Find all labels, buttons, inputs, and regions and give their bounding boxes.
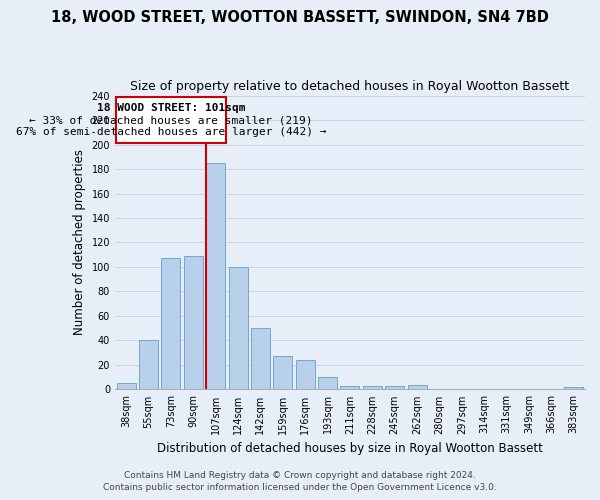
Bar xyxy=(296,360,314,390)
Bar xyxy=(206,163,225,390)
Text: 18 WOOD STREET: 101sqm: 18 WOOD STREET: 101sqm xyxy=(97,103,245,113)
Bar xyxy=(116,384,136,390)
Text: Contains HM Land Registry data © Crown copyright and database right 2024.
Contai: Contains HM Land Registry data © Crown c… xyxy=(103,471,497,492)
Bar xyxy=(340,386,359,390)
Bar xyxy=(229,267,248,390)
Text: 67% of semi-detached houses are larger (442) →: 67% of semi-detached houses are larger (… xyxy=(16,128,326,138)
Bar xyxy=(363,386,382,390)
Bar xyxy=(251,328,270,390)
Bar xyxy=(318,377,337,390)
Bar xyxy=(564,387,583,390)
Bar xyxy=(385,386,404,390)
X-axis label: Distribution of detached houses by size in Royal Wootton Bassett: Distribution of detached houses by size … xyxy=(157,442,543,455)
Bar xyxy=(139,340,158,390)
Bar xyxy=(184,256,203,390)
FancyBboxPatch shape xyxy=(116,97,226,144)
Title: Size of property relative to detached houses in Royal Wootton Bassett: Size of property relative to detached ho… xyxy=(130,80,569,93)
Bar xyxy=(407,384,427,390)
Text: ← 33% of detached houses are smaller (219): ← 33% of detached houses are smaller (21… xyxy=(29,115,313,125)
Text: 18, WOOD STREET, WOOTTON BASSETT, SWINDON, SN4 7BD: 18, WOOD STREET, WOOTTON BASSETT, SWINDO… xyxy=(51,10,549,25)
Y-axis label: Number of detached properties: Number of detached properties xyxy=(73,150,86,336)
Bar xyxy=(161,258,181,390)
Bar xyxy=(273,356,292,390)
